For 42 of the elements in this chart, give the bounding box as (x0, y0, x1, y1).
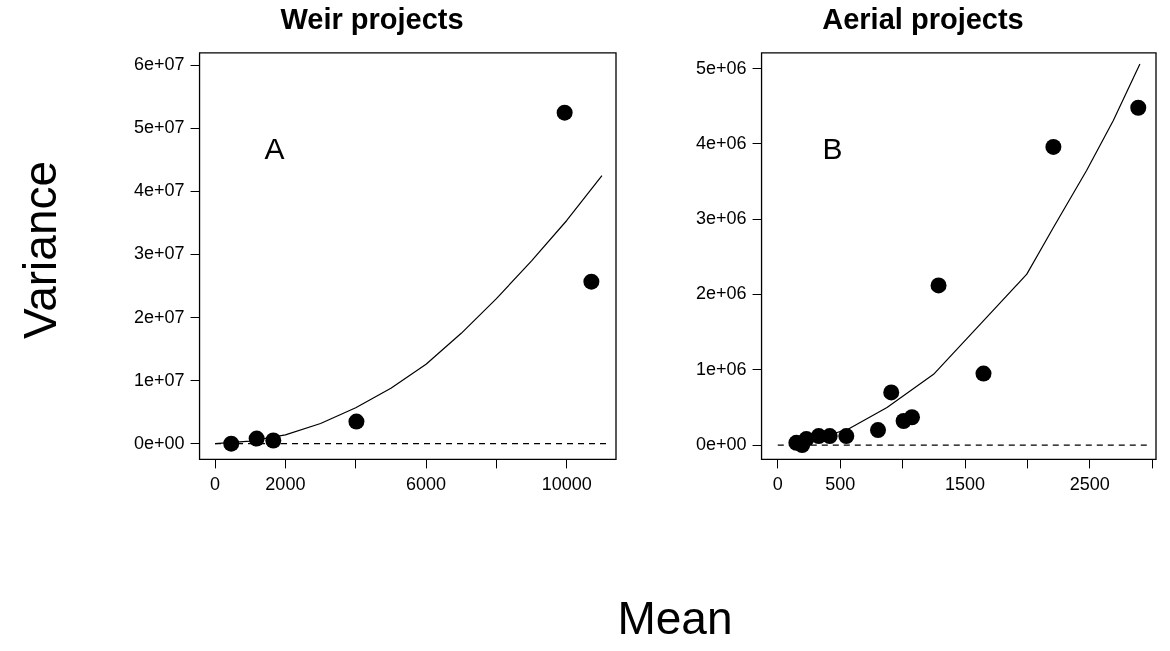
point (838, 428, 855, 445)
point (583, 273, 600, 290)
y-tick-label: 4e+06 (695, 132, 747, 153)
annotation: B (822, 131, 843, 165)
point (1045, 138, 1062, 155)
y-tick-label: 5e+06 (695, 57, 747, 78)
chart-title: Weir projects (280, 3, 464, 36)
x-tick-label: 500 (825, 474, 856, 495)
point (903, 409, 920, 426)
point (248, 430, 265, 447)
y-axis-title: Variance (13, 160, 67, 340)
point (1130, 99, 1147, 116)
point (975, 365, 992, 382)
x-tick-label: 6000 (406, 474, 447, 495)
x-tick-label: 10000 (541, 474, 592, 495)
point (798, 431, 815, 448)
y-tick-label: 6e+07 (133, 54, 185, 75)
x-tick-label: 2000 (265, 474, 306, 495)
y-tick-label: 4e+07 (133, 180, 185, 201)
y-tick-label: 5e+07 (133, 117, 185, 138)
point (870, 422, 887, 439)
y-tick-label: 2e+07 (133, 306, 185, 327)
point (348, 413, 365, 430)
y-tick-label: 3e+06 (695, 208, 747, 229)
point (223, 435, 240, 452)
x-tick-label: 2500 (1069, 474, 1110, 495)
y-tick-label: 1e+07 (133, 369, 185, 390)
x-tick-label: 0 (210, 474, 221, 495)
y-tick-label: 0e+00 (133, 432, 185, 453)
x-tick-label: 0 (772, 474, 783, 495)
y-tick-label: 0e+00 (695, 434, 747, 455)
point (930, 277, 947, 294)
annotation: A (264, 131, 285, 165)
point (556, 104, 573, 121)
y-tick-label: 3e+07 (133, 243, 185, 264)
chart-title: Aerial projects (822, 3, 1024, 36)
x-axis-title: Mean (617, 591, 733, 645)
y-tick-label: 1e+06 (695, 358, 747, 379)
point (883, 384, 900, 401)
point (265, 432, 282, 449)
x-tick-label: 1500 (945, 474, 986, 495)
y-tick-label: 2e+06 (695, 283, 747, 304)
